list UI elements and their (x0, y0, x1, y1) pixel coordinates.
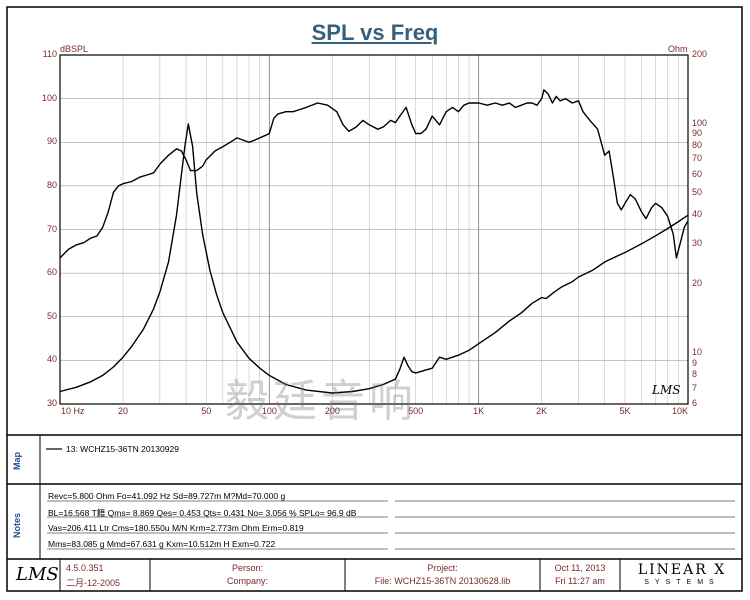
sheet-border (6, 6, 743, 592)
y-left-tick-label: 100 (41, 92, 57, 103)
footer-version: 4.5.0.351 (66, 563, 104, 573)
y-right-tick-label: 7 (692, 382, 698, 393)
y-right-tick-label: 10 (692, 347, 703, 358)
y-left-tick-label: 60 (46, 267, 57, 278)
plot-area (59, 54, 689, 405)
footer-project-label: Project: (427, 563, 458, 573)
y-left-tick-label: 80 (46, 179, 57, 190)
y-left-tick-label: 40 (46, 354, 57, 365)
footer-file: File: WCHZ15-36TN 20130628.lib (345, 576, 540, 586)
y-right-tick-label: 60 (692, 168, 703, 179)
x-tick-label: 100 (261, 406, 277, 416)
x-tick-label: 10 Hz (61, 406, 85, 416)
footer-time: Fri 11:27 am (555, 576, 605, 586)
x-tick-label: 200 (324, 406, 340, 416)
y-left-tick-label: 90 (46, 136, 57, 147)
y-right-tick-label: 50 (692, 186, 703, 197)
footer-version-date: 二月-12-2005 (66, 578, 121, 588)
y-right-tick-label: 8 (692, 369, 698, 380)
y-right-tick-label: 70 (692, 153, 703, 164)
watermark: 毅廷音响 (225, 376, 417, 427)
y-left-tick-label: 110 (42, 49, 57, 59)
notes-line: Mms=83.085 g Mmd=67.631 g Kxm=10.512m H … (48, 539, 276, 549)
footer-date: Oct 11, 2013 (554, 563, 606, 573)
y-right-tick-label: 80 (692, 140, 703, 151)
notes-blank-lines (47, 500, 735, 550)
footer-company-label: Company: (226, 576, 269, 586)
y-right-tick-label: 20 (692, 278, 703, 289)
y-right-tick-label: 40 (692, 209, 703, 220)
chart-grid (60, 55, 688, 404)
y-left-tick-label: 70 (46, 223, 57, 234)
notes-line: Revc=5.800 Ohm Fo=41.092 Hz Sd=89.727m M… (48, 491, 286, 501)
map-section-label: Map (12, 452, 22, 470)
lms-signature: LMS (652, 383, 681, 397)
footer-file-label: File: (374, 576, 392, 586)
y-right-tick-label: 200 (692, 49, 708, 59)
y-left-tick-label: 50 (46, 310, 57, 321)
legend-entry: 13: WCHZ15-36TN 20130929 (66, 444, 179, 454)
x-tick-label: 50 (201, 406, 212, 416)
footer-logo: LMS (16, 564, 59, 585)
chart-curves (59, 89, 689, 394)
right-axis-unit: Ohm (668, 44, 688, 54)
y-right-tick-label: 30 (692, 237, 703, 248)
x-tick-label: 5K (619, 406, 631, 416)
y-right-tick-label: 90 (692, 128, 703, 139)
footer-brand-bottom: SYSTEMS (644, 579, 720, 586)
impedance-curve (59, 123, 689, 394)
y-right-tick-label: 100 (692, 117, 708, 128)
footer-brand-top: LINEAR X (637, 562, 727, 578)
x-tick-label: 2K (536, 406, 548, 416)
y-left-tick-label: 30 (46, 398, 57, 408)
notes-section-label: Notes (12, 512, 22, 538)
x-tick-label: 10K (671, 406, 688, 416)
notes-line: Vas=206.411 Ltr Cms=180.550u M/N Krm=2.7… (48, 523, 304, 533)
notes-line: BL=16.568 T籍 Qms= 8.869 Qes= 0.453 Qts= … (48, 508, 357, 518)
y-right-tick-label: 9 (692, 357, 698, 368)
chart-title: SPL vs Freq (311, 20, 439, 45)
footer-person-label: Person: (231, 563, 264, 573)
x-tick-label: 500 (408, 406, 424, 416)
x-tick-label: 20 (117, 406, 128, 416)
footer-file-name: WCHZ15-36TN 20130628.lib (394, 576, 511, 586)
y-right-tick-label: 6 (692, 398, 698, 408)
x-tick-label: 1K (473, 406, 485, 416)
spl-curve (59, 89, 689, 259)
left-axis-unit: dBSPL (60, 44, 89, 54)
